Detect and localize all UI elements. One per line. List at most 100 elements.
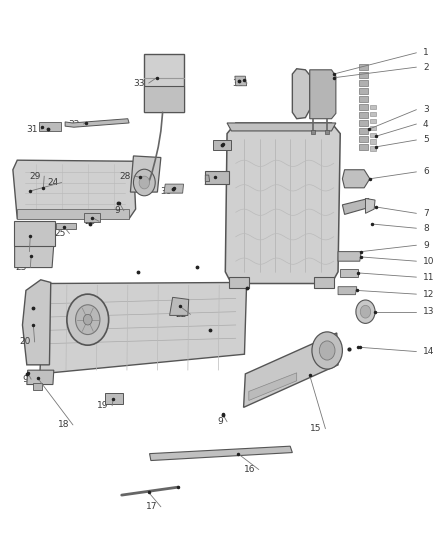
Polygon shape <box>14 244 54 268</box>
Text: 29: 29 <box>29 172 41 181</box>
Polygon shape <box>164 184 184 193</box>
Text: 9: 9 <box>115 206 120 215</box>
Polygon shape <box>205 171 229 184</box>
Text: 30: 30 <box>160 187 171 196</box>
Text: 14: 14 <box>423 347 434 356</box>
Bar <box>359 136 368 142</box>
Polygon shape <box>314 277 334 288</box>
Bar <box>325 131 329 134</box>
Bar <box>370 140 376 144</box>
Polygon shape <box>229 277 249 288</box>
Text: 19: 19 <box>97 401 109 410</box>
Bar <box>359 112 368 118</box>
Text: 7: 7 <box>423 209 429 218</box>
Text: 6: 6 <box>423 167 429 176</box>
Polygon shape <box>249 373 297 400</box>
Polygon shape <box>343 198 371 214</box>
Polygon shape <box>13 160 136 219</box>
Polygon shape <box>65 119 129 127</box>
Text: 34: 34 <box>212 142 223 151</box>
Bar <box>359 80 368 86</box>
Text: 5: 5 <box>423 135 429 144</box>
Text: 18: 18 <box>58 421 70 430</box>
Polygon shape <box>340 269 358 277</box>
Text: 23: 23 <box>15 263 27 272</box>
Polygon shape <box>145 54 184 112</box>
Text: 10: 10 <box>423 257 434 265</box>
Polygon shape <box>235 76 247 86</box>
Polygon shape <box>292 69 310 119</box>
Text: 2: 2 <box>423 63 428 71</box>
Circle shape <box>356 300 375 324</box>
Bar <box>359 120 368 126</box>
Bar <box>370 133 376 137</box>
Text: 24: 24 <box>47 178 58 187</box>
Polygon shape <box>213 140 231 150</box>
Text: 28: 28 <box>119 172 131 181</box>
Bar <box>359 144 368 150</box>
Bar <box>370 112 376 116</box>
Circle shape <box>76 305 100 335</box>
Bar <box>370 147 376 151</box>
Polygon shape <box>170 297 189 316</box>
Text: 36: 36 <box>232 78 244 87</box>
Polygon shape <box>225 123 340 284</box>
Polygon shape <box>39 122 61 131</box>
Text: 9: 9 <box>22 375 28 384</box>
Polygon shape <box>14 221 55 246</box>
Polygon shape <box>310 70 336 119</box>
Text: 22: 22 <box>176 310 187 319</box>
Text: 17: 17 <box>146 502 157 511</box>
Polygon shape <box>145 86 184 112</box>
Polygon shape <box>17 209 129 219</box>
Circle shape <box>319 341 335 360</box>
Polygon shape <box>27 370 54 384</box>
Text: 9: 9 <box>218 417 223 426</box>
Circle shape <box>312 332 343 369</box>
Text: 15: 15 <box>311 424 322 433</box>
Polygon shape <box>22 280 51 365</box>
Text: 35: 35 <box>203 178 215 187</box>
Polygon shape <box>227 123 336 131</box>
Text: 16: 16 <box>244 465 255 474</box>
Polygon shape <box>343 169 370 188</box>
Polygon shape <box>105 393 123 403</box>
Text: 20: 20 <box>20 337 31 346</box>
Bar <box>359 88 368 94</box>
Text: 11: 11 <box>423 273 434 281</box>
Text: 33: 33 <box>134 78 145 87</box>
Bar <box>359 96 368 102</box>
Polygon shape <box>338 287 357 295</box>
Circle shape <box>67 294 109 345</box>
Circle shape <box>360 305 371 318</box>
Text: 3: 3 <box>423 105 429 114</box>
Circle shape <box>83 314 92 325</box>
Polygon shape <box>84 213 100 222</box>
Text: 32: 32 <box>68 119 80 128</box>
Polygon shape <box>131 156 161 192</box>
Text: 26: 26 <box>84 217 95 226</box>
Polygon shape <box>149 446 292 461</box>
Bar <box>370 119 376 123</box>
Text: 25: 25 <box>55 229 66 238</box>
Text: 13: 13 <box>423 307 434 316</box>
Text: 8: 8 <box>423 224 429 233</box>
Polygon shape <box>338 252 361 261</box>
Text: 4: 4 <box>423 119 428 128</box>
Bar <box>359 72 368 78</box>
Text: 31: 31 <box>26 125 38 134</box>
Text: 24: 24 <box>15 247 26 256</box>
Bar <box>359 128 368 134</box>
Polygon shape <box>365 198 375 213</box>
Polygon shape <box>205 175 210 181</box>
Polygon shape <box>57 223 76 229</box>
Bar <box>370 105 376 109</box>
Bar <box>370 126 376 130</box>
Bar <box>311 131 315 134</box>
Polygon shape <box>244 333 338 407</box>
Polygon shape <box>40 282 247 374</box>
Bar <box>359 64 368 70</box>
Text: 1: 1 <box>423 49 429 57</box>
Circle shape <box>134 169 155 196</box>
Text: 12: 12 <box>423 289 434 298</box>
